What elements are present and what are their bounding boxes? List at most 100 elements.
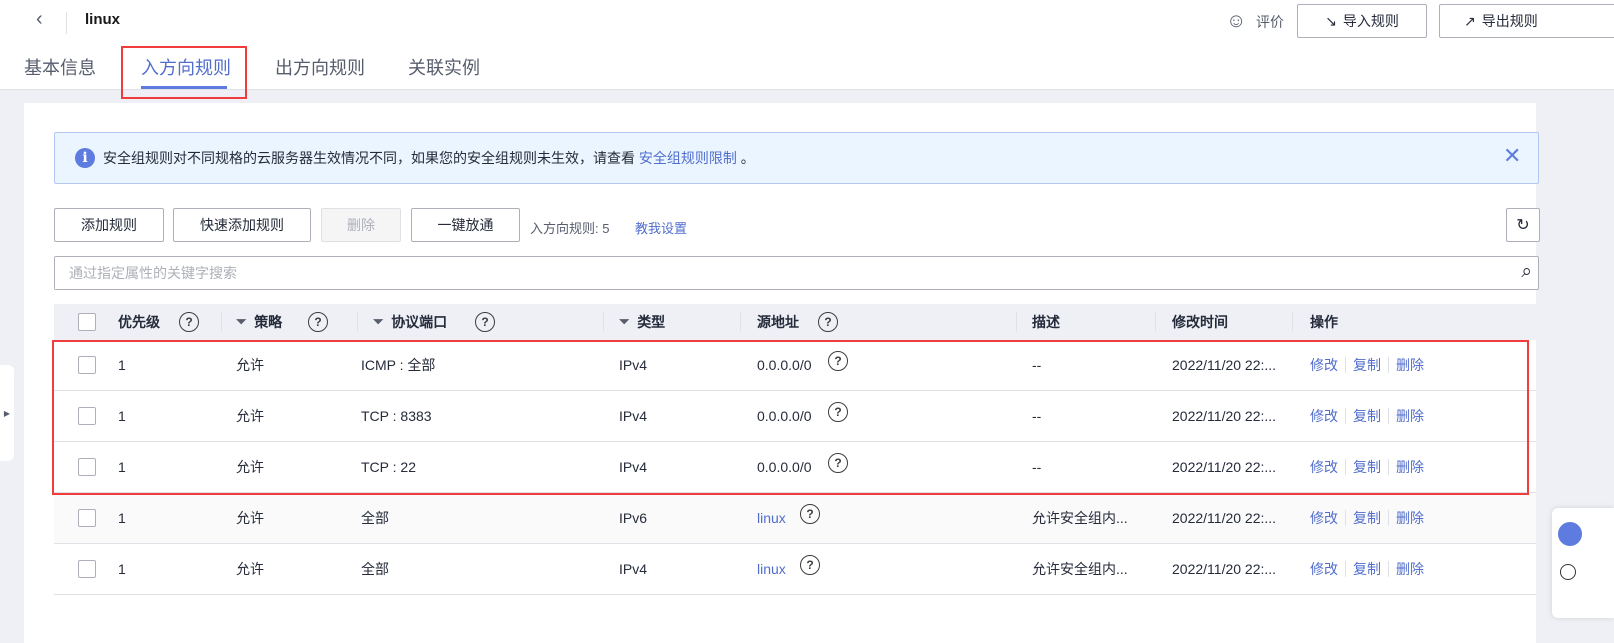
copy-link[interactable]: 复制	[1353, 408, 1381, 424]
filter-icon[interactable]: ⏷	[236, 314, 247, 329]
filter-icon[interactable]: ⏷	[373, 314, 384, 329]
source-link[interactable]: linux	[757, 510, 786, 526]
feedback-link[interactable]: 评价	[1256, 14, 1284, 30]
help-icon[interactable]: ?	[179, 312, 199, 332]
source-link[interactable]: linux	[757, 561, 786, 577]
smile-icon[interactable]: ☺	[1226, 10, 1247, 32]
one-click-open-button[interactable]: 一键放通	[411, 208, 520, 242]
row-checkbox[interactable]	[78, 458, 96, 476]
floating-assistant[interactable]	[1552, 508, 1614, 618]
copy-link[interactable]: 复制	[1353, 510, 1381, 526]
description: --	[1032, 408, 1042, 424]
help-icon[interactable]: ?	[828, 351, 848, 371]
priority: 1	[118, 459, 126, 475]
rule-count: 入方向规则: 5	[530, 221, 610, 236]
header-description: 描述	[1032, 314, 1060, 330]
select-all-checkbox[interactable]	[78, 313, 96, 331]
description: --	[1032, 459, 1042, 475]
export-rules-button[interactable]: ↗ 导出规则	[1439, 4, 1614, 38]
delete-link[interactable]: 删除	[1396, 561, 1424, 577]
protocol-port: ICMP : 全部	[361, 357, 436, 373]
ip-type: IPv4	[619, 408, 648, 424]
modified-time: 2022/11/20 22:...	[1172, 459, 1277, 475]
add-rule-button[interactable]: 添加规则	[54, 208, 164, 242]
row-checkbox[interactable]	[78, 509, 96, 527]
description: 允许安全组内...	[1032, 561, 1128, 577]
copy-link[interactable]: 复制	[1353, 561, 1381, 577]
modified-time: 2022/11/20 22:...	[1172, 510, 1277, 526]
highlight-box-rows	[52, 340, 1529, 495]
active-tab-indicator	[141, 86, 227, 89]
table-row: 1 允许 TCP : 22 IPv4 0.0.0.0/0 ? -- 2022/1…	[54, 442, 1536, 493]
tab-basic-info[interactable]: 基本信息	[24, 58, 96, 78]
priority: 1	[118, 408, 126, 424]
back-icon[interactable]: ‹	[36, 8, 43, 30]
ip-type: IPv4	[619, 561, 648, 577]
description: 允许安全组内...	[1032, 510, 1128, 526]
close-icon[interactable]: ✕	[1503, 143, 1522, 168]
refresh-button[interactable]: ↻	[1506, 208, 1540, 242]
edit-link[interactable]: 修改	[1310, 459, 1338, 475]
import-icon: ↘	[1325, 12, 1337, 29]
protocol-port: TCP : 22	[361, 459, 416, 475]
row-checkbox[interactable]	[78, 407, 96, 425]
copy-link[interactable]: 复制	[1353, 357, 1381, 373]
description: --	[1032, 357, 1042, 373]
header-type: 类型	[637, 314, 666, 330]
import-rules-button[interactable]: ↘ 导入规则	[1297, 4, 1427, 38]
help-link[interactable]: 教我设置	[635, 221, 688, 236]
search-icon[interactable]: ⌕	[1521, 261, 1532, 282]
table-row: 1 允许 全部 IPv4 linux ? 允许安全组内... 2022/11/2…	[54, 544, 1536, 595]
policy: 允许	[236, 459, 264, 475]
help-icon[interactable]: ?	[308, 312, 328, 332]
copy-link[interactable]: 复制	[1353, 459, 1381, 475]
table-row: 1 允许 ICMP : 全部 IPv4 0.0.0.0/0 ? -- 2022/…	[54, 340, 1536, 391]
ip-type: IPv4	[619, 357, 648, 373]
tab-associated-instances[interactable]: 关联实例	[408, 58, 480, 78]
edit-link[interactable]: 修改	[1310, 510, 1338, 526]
header-priority[interactable]: 优先级	[118, 314, 160, 330]
filter-icon[interactable]: ⏷	[619, 314, 630, 329]
policy: 允许	[236, 561, 264, 577]
quick-add-rule-button[interactable]: 快速添加规则	[173, 208, 311, 242]
edit-link[interactable]: 修改	[1310, 561, 1338, 577]
delete-button[interactable]: 删除	[321, 208, 401, 242]
row-checkbox[interactable]	[78, 560, 96, 578]
edit-link[interactable]: 修改	[1310, 408, 1338, 424]
assistant-icon[interactable]	[1558, 522, 1582, 546]
search-input[interactable]	[55, 257, 1455, 289]
help-icon[interactable]: ?	[818, 312, 838, 332]
policy: 允许	[236, 408, 264, 424]
delete-link[interactable]: 删除	[1396, 357, 1424, 373]
help-icon[interactable]: ?	[828, 453, 848, 473]
sidebar-expand-handle[interactable]: ▶	[0, 365, 14, 461]
protocol-port: TCP : 8383	[361, 408, 432, 424]
help-circle-icon[interactable]	[1560, 564, 1576, 580]
header-modified-time[interactable]: 修改时间	[1172, 314, 1228, 330]
delete-link[interactable]: 删除	[1396, 459, 1424, 475]
modified-time: 2022/11/20 22:...	[1172, 408, 1277, 424]
refresh-icon: ↻	[1516, 217, 1530, 234]
delete-link[interactable]: 删除	[1396, 408, 1424, 424]
help-icon[interactable]: ?	[475, 312, 495, 332]
source-cidr: 0.0.0.0/0	[757, 357, 812, 373]
help-icon[interactable]: ?	[828, 402, 848, 422]
table-row: 1 允许 全部 IPv6 linux ? 允许安全组内... 2022/11/2…	[54, 493, 1536, 544]
header-policy: 策略	[254, 314, 283, 330]
modified-time: 2022/11/20 22:...	[1172, 357, 1277, 373]
source-cidr: 0.0.0.0/0	[757, 459, 812, 475]
page-header: ‹ linux ☺ 评价 ↘ 导入规则 ↗ 导出规则 基本信息 入方向规则 出方向规…	[0, 0, 1614, 90]
row-checkbox[interactable]	[78, 356, 96, 374]
help-icon[interactable]: ?	[800, 504, 820, 524]
rule-limits-link[interactable]: 安全组规则限制	[638, 150, 737, 166]
edit-link[interactable]: 修改	[1310, 357, 1338, 373]
header-source: 源地址	[757, 314, 799, 330]
delete-link[interactable]: 删除	[1396, 510, 1424, 526]
info-alert: i 安全组规则对不同规格的云服务器生效情况不同，如果您的安全组规则未生效，请查看…	[54, 132, 1539, 184]
help-icon[interactable]: ?	[800, 555, 820, 575]
policy: 允许	[236, 357, 264, 373]
tab-outbound-rules[interactable]: 出方向规则	[275, 58, 365, 78]
ip-type: IPv4	[619, 459, 648, 475]
header-protocol: 协议端口	[391, 314, 448, 330]
tab-inbound-rules[interactable]: 入方向规则	[141, 58, 231, 78]
